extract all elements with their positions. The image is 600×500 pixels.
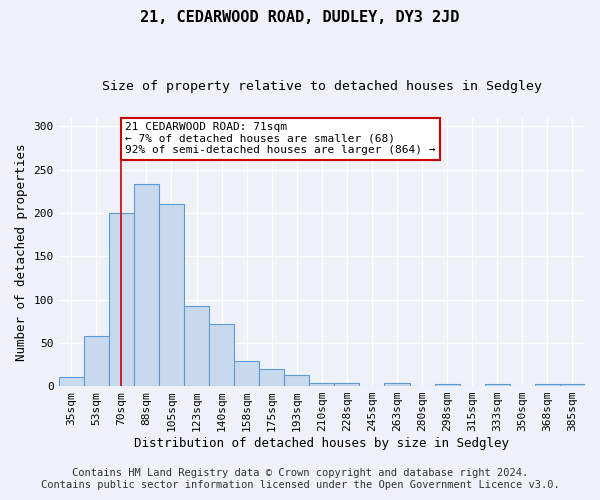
Bar — [535, 384, 560, 386]
Bar — [334, 382, 359, 386]
Text: 21, CEDARWOOD ROAD, DUDLEY, DY3 2JD: 21, CEDARWOOD ROAD, DUDLEY, DY3 2JD — [140, 10, 460, 25]
Bar — [134, 184, 159, 386]
Text: 21 CEDARWOOD ROAD: 71sqm
← 7% of detached houses are smaller (68)
92% of semi-de: 21 CEDARWOOD ROAD: 71sqm ← 7% of detache… — [125, 122, 436, 156]
Bar — [284, 375, 310, 386]
Bar — [159, 204, 184, 386]
Text: Contains HM Land Registry data © Crown copyright and database right 2024.
Contai: Contains HM Land Registry data © Crown c… — [41, 468, 559, 490]
Bar — [109, 213, 134, 386]
Bar — [434, 384, 460, 386]
Bar — [310, 382, 334, 386]
Bar — [234, 361, 259, 386]
Bar — [84, 336, 109, 386]
Title: Size of property relative to detached houses in Sedgley: Size of property relative to detached ho… — [102, 80, 542, 93]
Bar — [184, 306, 209, 386]
Bar — [59, 378, 84, 386]
Bar — [560, 384, 585, 386]
X-axis label: Distribution of detached houses by size in Sedgley: Distribution of detached houses by size … — [134, 437, 509, 450]
Bar — [485, 384, 510, 386]
Bar — [259, 369, 284, 386]
Bar — [209, 324, 234, 386]
Bar — [385, 382, 410, 386]
Y-axis label: Number of detached properties: Number of detached properties — [15, 143, 28, 360]
